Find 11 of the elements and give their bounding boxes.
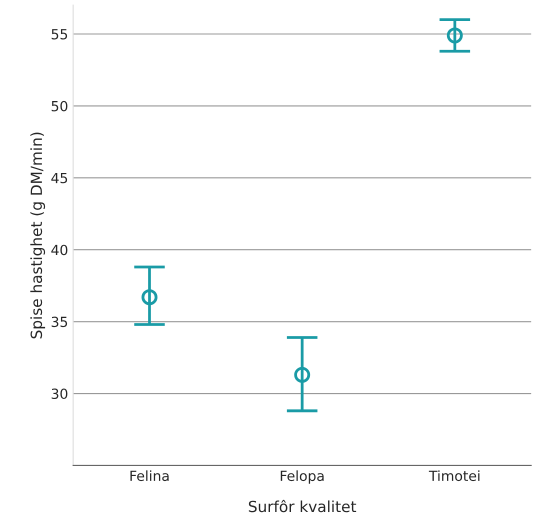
y-tick-label: 40 (51, 244, 68, 256)
x-axis-title: Surfôr kvalitet (248, 500, 356, 512)
y-tick-label: 35 (52, 316, 68, 328)
x-tick-label: Felopa (280, 470, 324, 484)
x-tick-label: Timotei (428, 470, 480, 482)
y-tick-label: 45 (51, 172, 68, 184)
y-tick-label: 30 (52, 388, 68, 400)
y-axis-title: Spise hastighet (g DM/min) (30, 132, 46, 338)
y-tick-label: 55 (52, 29, 68, 40)
y-tick-label: 50 (52, 100, 68, 112)
x-tick-label: Felina (130, 470, 169, 482)
